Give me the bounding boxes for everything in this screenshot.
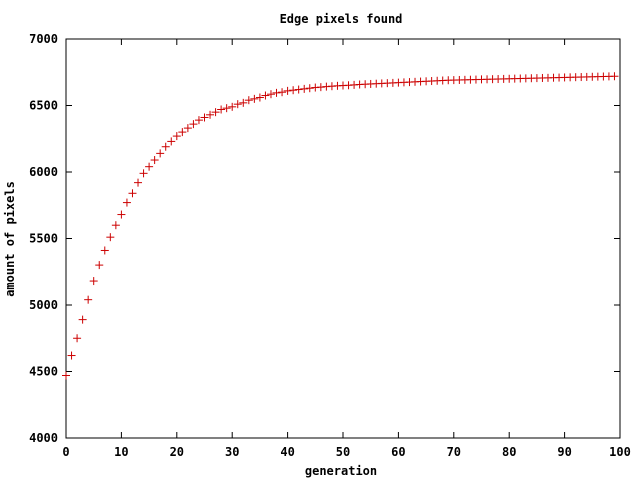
data-point	[189, 120, 198, 129]
y-tick-label: 6500	[29, 99, 58, 113]
data-point	[139, 169, 148, 178]
y-tick-label: 4000	[29, 431, 58, 445]
data-point	[145, 162, 154, 171]
x-tick-label: 100	[609, 445, 631, 459]
data-point	[178, 128, 187, 137]
data-point	[117, 210, 126, 219]
data-point	[305, 84, 314, 93]
x-tick-label: 90	[557, 445, 571, 459]
data-point	[62, 371, 70, 380]
x-tick-label: 50	[336, 445, 350, 459]
x-tick-label: 80	[502, 445, 516, 459]
x-tick-label: 10	[114, 445, 128, 459]
x-axis-label: generation	[305, 464, 377, 478]
x-tick-label: 30	[225, 445, 239, 459]
chart-title: Edge pixels found	[280, 12, 403, 26]
data-point	[300, 84, 309, 93]
data-point	[222, 104, 231, 113]
data-point	[106, 233, 115, 242]
data-point	[283, 86, 292, 95]
data-point	[294, 85, 303, 94]
data-point	[244, 96, 253, 105]
data-point	[610, 72, 619, 81]
data-point	[272, 88, 281, 97]
x-tick-label: 60	[391, 445, 405, 459]
data-point	[233, 100, 242, 109]
data-point	[67, 351, 76, 360]
data-point	[261, 91, 270, 100]
data-point	[134, 178, 143, 187]
data-point	[122, 198, 131, 207]
y-tick-label: 4500	[29, 365, 58, 379]
data-point	[194, 116, 203, 125]
data-point	[228, 102, 237, 111]
data-point	[89, 277, 98, 286]
data-point	[84, 295, 93, 304]
y-tick-label: 6000	[29, 165, 58, 179]
axis-ticks: 0 10 20 30 40 50 60 70 80 90 100 4000 4500 5000 5500 60…	[29, 32, 631, 459]
data-point	[156, 149, 165, 158]
data-point	[183, 124, 192, 133]
data-point	[289, 86, 298, 95]
data-point	[167, 137, 176, 146]
data-point	[239, 98, 248, 107]
data-point	[211, 108, 220, 117]
data-point	[111, 221, 120, 230]
data-point	[316, 83, 325, 92]
data-point	[150, 156, 159, 165]
data-point	[255, 93, 264, 102]
data-point	[161, 142, 170, 151]
data-point	[78, 315, 87, 324]
x-tick-label: 70	[447, 445, 461, 459]
y-tick-label: 5000	[29, 298, 58, 312]
data-points	[62, 72, 619, 380]
data-point	[100, 246, 109, 255]
data-point	[217, 105, 226, 114]
data-point	[128, 189, 137, 198]
data-point	[278, 88, 287, 97]
data-point	[266, 90, 275, 99]
data-point	[250, 94, 259, 103]
plot-frame	[65, 38, 621, 439]
x-tick-label: 20	[170, 445, 184, 459]
data-point	[73, 334, 82, 343]
data-point	[172, 132, 181, 141]
y-tick-label: 5500	[29, 232, 58, 246]
y-tick-label: 7000	[29, 32, 58, 46]
data-point	[200, 113, 209, 122]
y-axis-label: amount of pixels	[3, 181, 17, 297]
x-tick-label: 40	[280, 445, 294, 459]
x-tick-label: 0	[62, 445, 69, 459]
data-point	[206, 110, 215, 119]
data-point	[95, 261, 104, 270]
